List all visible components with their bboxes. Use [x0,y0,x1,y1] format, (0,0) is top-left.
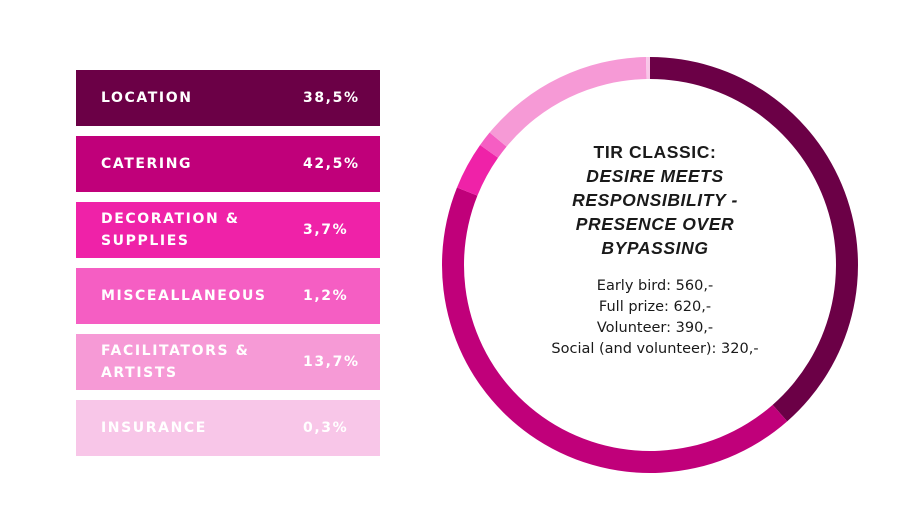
chart-title: TIR CLASSIC: [593,142,717,162]
legend-value: 3,7% [303,222,349,238]
legend-value: 1,2% [303,288,349,304]
price-early-bird: Early bird: 560,- [596,278,714,294]
legend: LOCATION 38,5% CATERING 42,5% DECORATION… [76,70,380,466]
legend-label: FACILITATORS & ARTISTS [101,343,250,381]
donut-slice-location [650,57,858,422]
legend-value: 38,5% [303,90,360,106]
legend-item-decoration: DECORATION & SUPPLIES 3,7% [76,202,380,258]
donut-slice-decoration-supplies [456,145,499,196]
donut-slice-misceallaneous [480,132,507,158]
price-list: Early bird: 560,- Full prize: 620,- Volu… [520,276,790,360]
legend-label: MISCEALLANEOUS [101,288,267,304]
chart-center-text: TIR CLASSIC: DESIRE MEETS RESPONSIBILITY… [520,140,790,360]
legend-item-insurance: INSURANCE 0,3% [76,400,380,456]
donut-slice-catering [442,187,788,473]
legend-item-location: LOCATION 38,5% [76,70,380,126]
donut-slice-facilitators-artists [489,57,647,147]
donut-chart [440,55,860,475]
legend-value: 42,5% [303,156,360,172]
chart-subtitle: DESIRE MEETS RESPONSIBILITY - PRESENCE O… [572,166,738,258]
donut-svg [442,57,858,473]
legend-label: LOCATION [101,90,193,106]
price-volunteer: Volunteer: 390,- [596,320,714,336]
legend-label: CATERING [101,156,193,172]
legend-item-facilitators: FACILITATORS & ARTISTS 13,7% [76,334,380,390]
price-social: Social (and volunteer): 320,- [551,341,759,357]
donut-slice-insurance [646,57,650,80]
legend-value: 0,3% [303,420,349,436]
legend-value: 13,7% [303,354,360,370]
legend-item-catering: CATERING 42,5% [76,136,380,192]
legend-label: INSURANCE [101,420,207,436]
legend-label: DECORATION & SUPPLIES [101,211,240,249]
legend-item-misceallaneous: MISCEALLANEOUS 1,2% [76,268,380,324]
price-full: Full prize: 620,- [598,299,712,315]
